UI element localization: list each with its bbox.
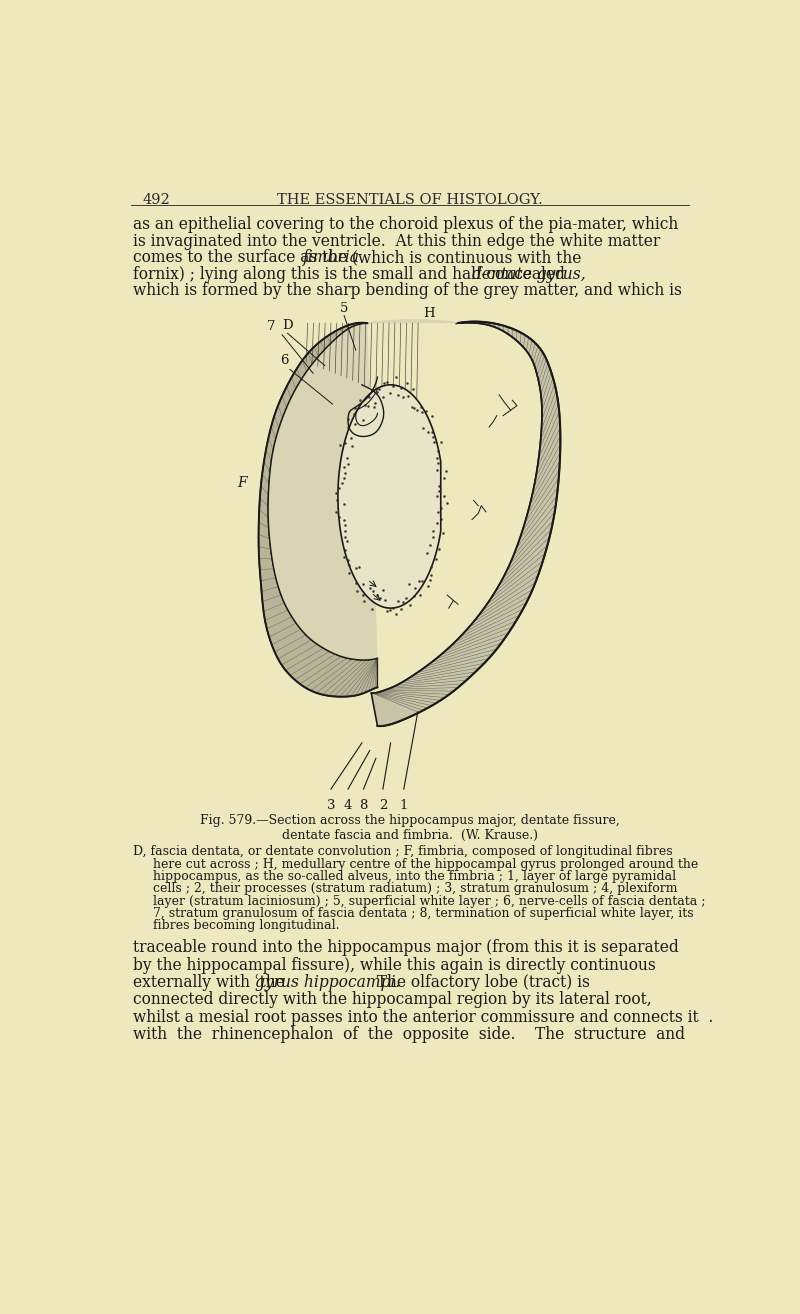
Text: 8: 8 [359, 799, 368, 812]
Text: 2: 2 [378, 799, 387, 812]
Text: THE ESSENTIALS OF HISTOLOGY.: THE ESSENTIALS OF HISTOLOGY. [277, 193, 543, 208]
Text: gyrus hippocampi.: gyrus hippocampi. [254, 974, 400, 991]
Text: as an epithelial covering to the choroid plexus of the pia-mater, which: as an epithelial covering to the choroid… [134, 217, 678, 233]
Text: fornix) ; lying along this is the small and half-concealed: fornix) ; lying along this is the small … [134, 265, 570, 283]
Text: 3: 3 [326, 799, 335, 812]
Text: H: H [422, 307, 434, 321]
Text: dentate fascia and fimbria.  (W. Krause.): dentate fascia and fimbria. (W. Krause.) [282, 829, 538, 842]
Text: cells ; 2, their processes (stratum radiatum) ; 3, stratum granulosum ; 4, plexi: cells ; 2, their processes (stratum radi… [153, 882, 677, 895]
Text: F: F [237, 476, 246, 490]
Text: D: D [282, 318, 293, 331]
Text: 1: 1 [400, 799, 408, 812]
Text: traceable round into the hippocampus major (from this it is separated: traceable round into the hippocampus maj… [134, 940, 679, 957]
Text: fibres becoming longitudinal.: fibres becoming longitudinal. [153, 920, 339, 932]
Text: which is formed by the sharp bending of the grey matter, and which is: which is formed by the sharp bending of … [134, 283, 682, 300]
Text: by the hippocampal fissure), while this again is directly continuous: by the hippocampal fissure), while this … [134, 957, 656, 974]
Text: externally with ʿthe: externally with ʿthe [134, 974, 290, 991]
Text: D, fascia dentata, or dentate convolution ; F, fimbria, composed of longitudinal: D, fascia dentata, or dentate convolutio… [134, 845, 673, 858]
Text: layer (stratum laciniosum) ; 5, superficial white layer ; 6, nerve-cells of fasc: layer (stratum laciniosum) ; 5, superfic… [153, 895, 706, 908]
Text: 4: 4 [344, 799, 352, 812]
Text: here cut across ; H, medullary centre of the hippocampal gyrus prolonged around : here cut across ; H, medullary centre of… [153, 858, 698, 871]
Text: 7, stratum granulosum of fascia dentata ; 8, termination of superficial white la: 7, stratum granulosum of fascia dentata … [153, 907, 694, 920]
Polygon shape [268, 319, 458, 660]
Polygon shape [338, 385, 441, 608]
Polygon shape [258, 323, 378, 696]
Text: is invaginated into the ventricle.  At this thin edge the white matter: is invaginated into the ventricle. At th… [134, 233, 661, 250]
Text: dentate gyrus,: dentate gyrus, [472, 265, 586, 283]
Text: 5: 5 [340, 302, 348, 314]
Text: 6: 6 [280, 353, 289, 367]
Text: hippocampus, as the so-called alveus, into the fimbria ; 1, layer of large pyram: hippocampus, as the so-called alveus, in… [153, 870, 676, 883]
Text: The olfactory lobe (tract) is: The olfactory lobe (tract) is [367, 974, 590, 991]
Text: whilst a mesial root passes into the anterior commissure and connects it  .: whilst a mesial root passes into the ant… [134, 1009, 714, 1025]
Text: Fig. 579.—Section across the hippocampus major, dentate fissure,: Fig. 579.—Section across the hippocampus… [200, 813, 620, 827]
Text: fimbria: fimbria [303, 250, 360, 267]
Text: with  the  rhinencephalon  of  the  opposite  side.    The  structure  and: with the rhinencephalon of the opposite … [134, 1026, 686, 1043]
Text: connected directly with the hippocampal region by its lateral root,: connected directly with the hippocampal … [134, 991, 652, 1008]
Text: 7: 7 [266, 321, 275, 334]
Text: 492: 492 [142, 193, 170, 208]
Text: comes to the surface as the: comes to the surface as the [134, 250, 353, 267]
Text: (which is continuous with the: (which is continuous with the [347, 250, 582, 267]
Polygon shape [371, 322, 560, 727]
